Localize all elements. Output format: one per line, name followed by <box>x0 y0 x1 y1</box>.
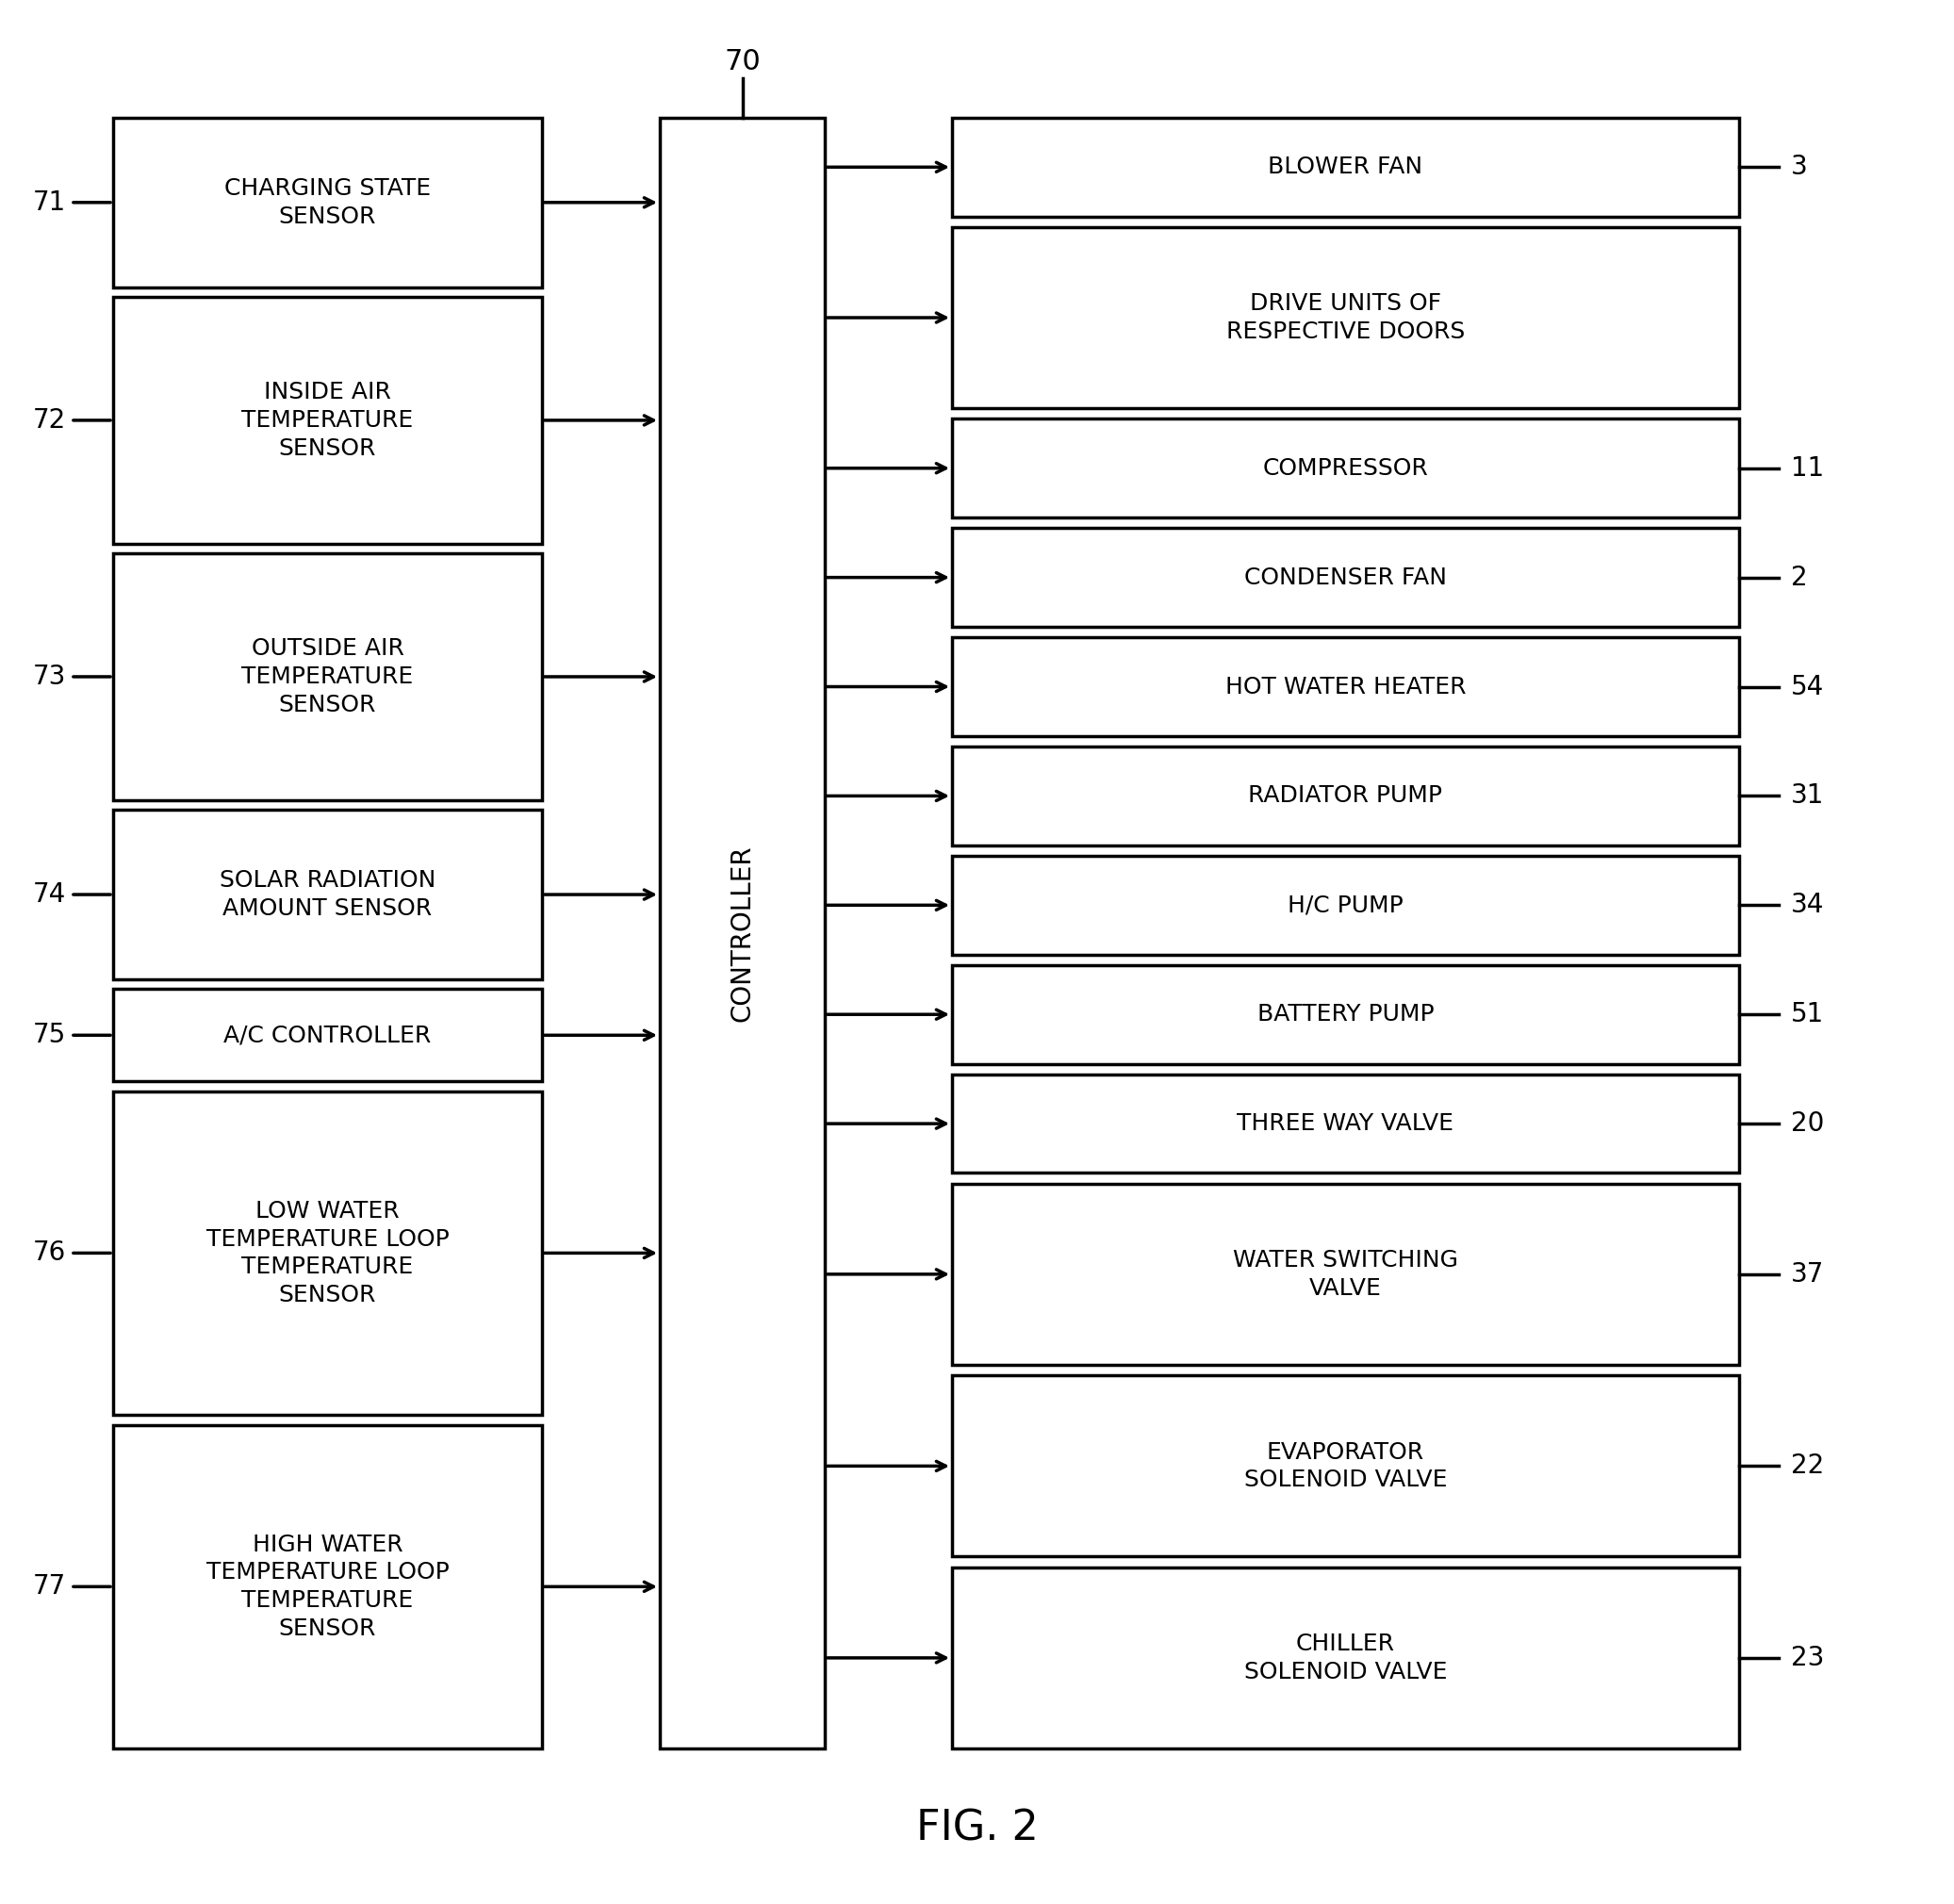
Text: SOLAR RADIATION
AMOUNT SENSOR: SOLAR RADIATION AMOUNT SENSOR <box>219 870 436 920</box>
Text: 75: 75 <box>33 1022 66 1049</box>
Text: 76: 76 <box>33 1240 66 1266</box>
Text: 20: 20 <box>1792 1110 1825 1137</box>
Bar <box>952 638 1739 737</box>
Bar <box>113 1091 541 1415</box>
Bar <box>952 965 1739 1064</box>
Bar <box>113 990 541 1081</box>
Text: INSIDE AIR
TEMPERATURE
SENSOR: INSIDE AIR TEMPERATURE SENSOR <box>242 381 414 459</box>
Bar <box>113 554 541 800</box>
Bar <box>952 1567 1739 1748</box>
Text: HOT WATER HEATER: HOT WATER HEATER <box>1225 676 1466 699</box>
Text: 22: 22 <box>1792 1453 1825 1479</box>
Text: DRIVE UNITS OF
RESPECTIVE DOORS: DRIVE UNITS OF RESPECTIVE DOORS <box>1227 293 1466 343</box>
Text: BLOWER FAN: BLOWER FAN <box>1268 156 1423 179</box>
Text: OUTSIDE AIR
TEMPERATURE
SENSOR: OUTSIDE AIR TEMPERATURE SENSOR <box>242 638 414 716</box>
Text: THREE WAY VALVE: THREE WAY VALVE <box>1237 1112 1454 1135</box>
Bar <box>952 527 1739 626</box>
Text: 23: 23 <box>1792 1645 1825 1672</box>
Text: 3: 3 <box>1792 154 1807 181</box>
Bar <box>113 809 541 979</box>
Text: 31: 31 <box>1792 783 1825 809</box>
Text: H/C PUMP: H/C PUMP <box>1288 893 1403 916</box>
Text: 11: 11 <box>1792 455 1825 482</box>
Bar <box>952 419 1739 518</box>
Text: 70: 70 <box>725 48 760 74</box>
Bar <box>952 1375 1739 1557</box>
Text: CONTROLLER: CONTROLLER <box>729 845 756 1022</box>
Text: COMPRESSOR: COMPRESSOR <box>1262 457 1428 480</box>
Text: 73: 73 <box>33 663 66 689</box>
Text: BATTERY PUMP: BATTERY PUMP <box>1256 1003 1434 1026</box>
Bar <box>113 1424 541 1748</box>
Bar <box>952 1184 1739 1365</box>
Text: FIG. 2: FIG. 2 <box>916 1809 1038 1849</box>
Text: 2: 2 <box>1792 564 1807 590</box>
Text: A/C CONTROLLER: A/C CONTROLLER <box>225 1024 432 1047</box>
Text: CONDENSER FAN: CONDENSER FAN <box>1245 565 1446 588</box>
Text: 54: 54 <box>1792 674 1825 701</box>
Text: LOW WATER
TEMPERATURE LOOP
TEMPERATURE
SENSOR: LOW WATER TEMPERATURE LOOP TEMPERATURE S… <box>205 1200 449 1306</box>
Text: CHARGING STATE
SENSOR: CHARGING STATE SENSOR <box>225 177 430 228</box>
Text: CHILLER
SOLENOID VALVE: CHILLER SOLENOID VALVE <box>1245 1632 1448 1683</box>
Text: 37: 37 <box>1792 1260 1825 1287</box>
Text: HIGH WATER
TEMPERATURE LOOP
TEMPERATURE
SENSOR: HIGH WATER TEMPERATURE LOOP TEMPERATURE … <box>205 1533 449 1639</box>
Text: 34: 34 <box>1792 891 1825 918</box>
Bar <box>113 297 541 543</box>
Bar <box>952 1074 1739 1173</box>
Bar <box>113 118 541 288</box>
Text: EVAPORATOR
SOLENOID VALVE: EVAPORATOR SOLENOID VALVE <box>1245 1441 1448 1491</box>
Bar <box>952 746 1739 845</box>
Text: 51: 51 <box>1792 1002 1825 1028</box>
Text: 77: 77 <box>33 1573 66 1599</box>
Bar <box>660 118 825 1748</box>
Bar <box>952 118 1739 217</box>
Text: 74: 74 <box>33 882 66 908</box>
Text: 71: 71 <box>33 188 66 215</box>
Bar <box>952 227 1739 407</box>
Text: RADIATOR PUMP: RADIATOR PUMP <box>1249 784 1442 807</box>
Bar <box>952 857 1739 954</box>
Text: WATER SWITCHING
VALVE: WATER SWITCHING VALVE <box>1233 1249 1458 1300</box>
Text: 72: 72 <box>33 407 66 434</box>
